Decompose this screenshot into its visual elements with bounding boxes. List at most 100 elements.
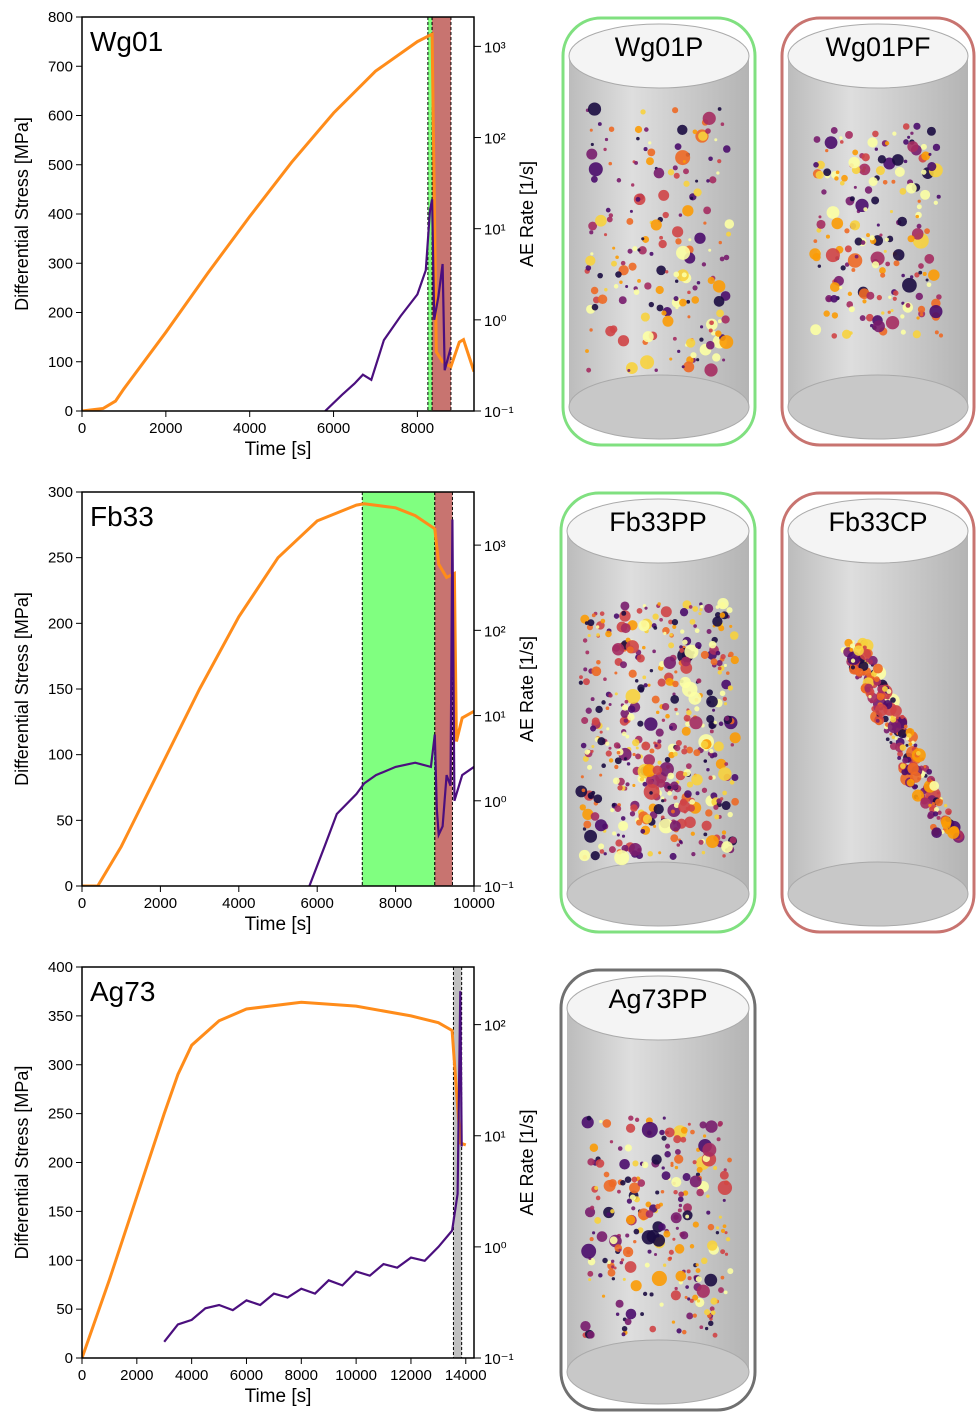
event-sphere (683, 714, 691, 722)
y2-axis-label: AE Rate [1/s] (517, 161, 537, 267)
x-tick-label: 8000 (285, 1367, 318, 1384)
event-sphere (817, 264, 822, 268)
event-sphere (924, 253, 935, 264)
y-tick-label: 100 (48, 1252, 73, 1269)
y2-tick-label: 10² (484, 1018, 506, 1035)
event-sphere (619, 661, 627, 669)
event-sphere (674, 744, 681, 752)
event-sphere (901, 273, 905, 278)
event-sphere (890, 697, 896, 703)
event-sphere (897, 729, 907, 739)
event-sphere (686, 1312, 694, 1320)
event-sphere (884, 237, 889, 242)
event-sphere (589, 128, 593, 132)
event-sphere (590, 175, 598, 183)
event-sphere (903, 724, 908, 729)
specimen: Ag73PP (559, 968, 757, 1412)
event-sphere (934, 330, 939, 335)
y2-tick-label: 10² (484, 131, 506, 148)
event-sphere (605, 750, 612, 757)
event-sphere (706, 695, 718, 708)
event-sphere (938, 333, 944, 338)
event-sphere (718, 721, 724, 727)
event-sphere (706, 1210, 711, 1215)
event-sphere (691, 296, 700, 304)
event-sphere (709, 1306, 715, 1312)
event-sphere (936, 294, 942, 300)
event-sphere (694, 628, 700, 634)
event-sphere (590, 252, 594, 256)
event-sphere (717, 670, 723, 675)
event-sphere (829, 282, 840, 292)
event-sphere (653, 167, 665, 179)
event-sphere (674, 1244, 685, 1254)
event-sphere (692, 1221, 699, 1228)
event-sphere (589, 1143, 599, 1152)
event-sphere (623, 757, 627, 761)
event-sphere (617, 1189, 621, 1194)
event-sphere (611, 260, 617, 267)
event-sphere (611, 1259, 615, 1263)
chart-title: Wg01 (90, 26, 163, 57)
event-sphere (701, 262, 707, 267)
event-sphere (929, 807, 933, 811)
event-sphere (915, 292, 923, 301)
event-sphere (823, 310, 830, 317)
event-sphere (592, 1231, 596, 1235)
event-sphere (669, 725, 673, 730)
x-tick-label: 10000 (335, 1367, 377, 1384)
event-sphere (605, 630, 612, 638)
event-sphere (661, 702, 670, 711)
event-sphere (618, 296, 627, 305)
event-sphere (582, 827, 587, 831)
event-sphere (581, 1243, 597, 1259)
x-tick-label: 0 (78, 420, 86, 437)
event-sphere (720, 1275, 725, 1280)
event-sphere (704, 1326, 709, 1331)
event-sphere (656, 778, 666, 788)
event-sphere (718, 1287, 724, 1293)
event-sphere (928, 152, 932, 156)
event-sphere (932, 811, 939, 817)
event-sphere (834, 176, 839, 181)
event-sphere (706, 689, 713, 696)
event-sphere (729, 624, 733, 628)
event-sphere (716, 660, 723, 667)
y-axis-label: Differential Stress [MPa] (12, 592, 32, 786)
event-sphere (601, 1294, 606, 1298)
event-sphere (708, 640, 717, 649)
event-sphere (928, 803, 932, 808)
event-sphere (906, 182, 917, 194)
event-sphere (699, 608, 703, 612)
event-sphere (916, 316, 920, 320)
event-sphere (687, 1297, 691, 1301)
event-sphere (582, 808, 594, 820)
event-sphere (596, 659, 601, 665)
event-sphere (890, 308, 894, 313)
event-sphere (899, 187, 907, 195)
event-sphere (864, 186, 873, 194)
event-sphere (620, 816, 626, 821)
event-sphere (635, 746, 639, 750)
event-sphere (681, 272, 687, 278)
event-sphere (869, 235, 875, 241)
event-sphere (665, 677, 674, 686)
event-sphere (720, 122, 725, 126)
event-sphere (698, 131, 708, 141)
chart: 0 2000 4000 6000 8000 0 100 200 300 400 500 600 700 8… (12, 9, 537, 460)
event-sphere (864, 686, 871, 693)
event-sphere (654, 744, 658, 748)
event-sphere (643, 683, 648, 688)
event-sphere (611, 803, 616, 807)
event-sphere (816, 219, 826, 229)
event-sphere (657, 602, 661, 606)
event-sphere (706, 340, 715, 350)
event-sphere (674, 707, 678, 712)
event-sphere (709, 729, 714, 734)
event-sphere (830, 295, 838, 303)
event-sphere (604, 137, 609, 142)
event-sphere (866, 291, 875, 300)
event-sphere (658, 1223, 666, 1231)
event-sphere (700, 325, 704, 329)
event-sphere (724, 1252, 729, 1256)
